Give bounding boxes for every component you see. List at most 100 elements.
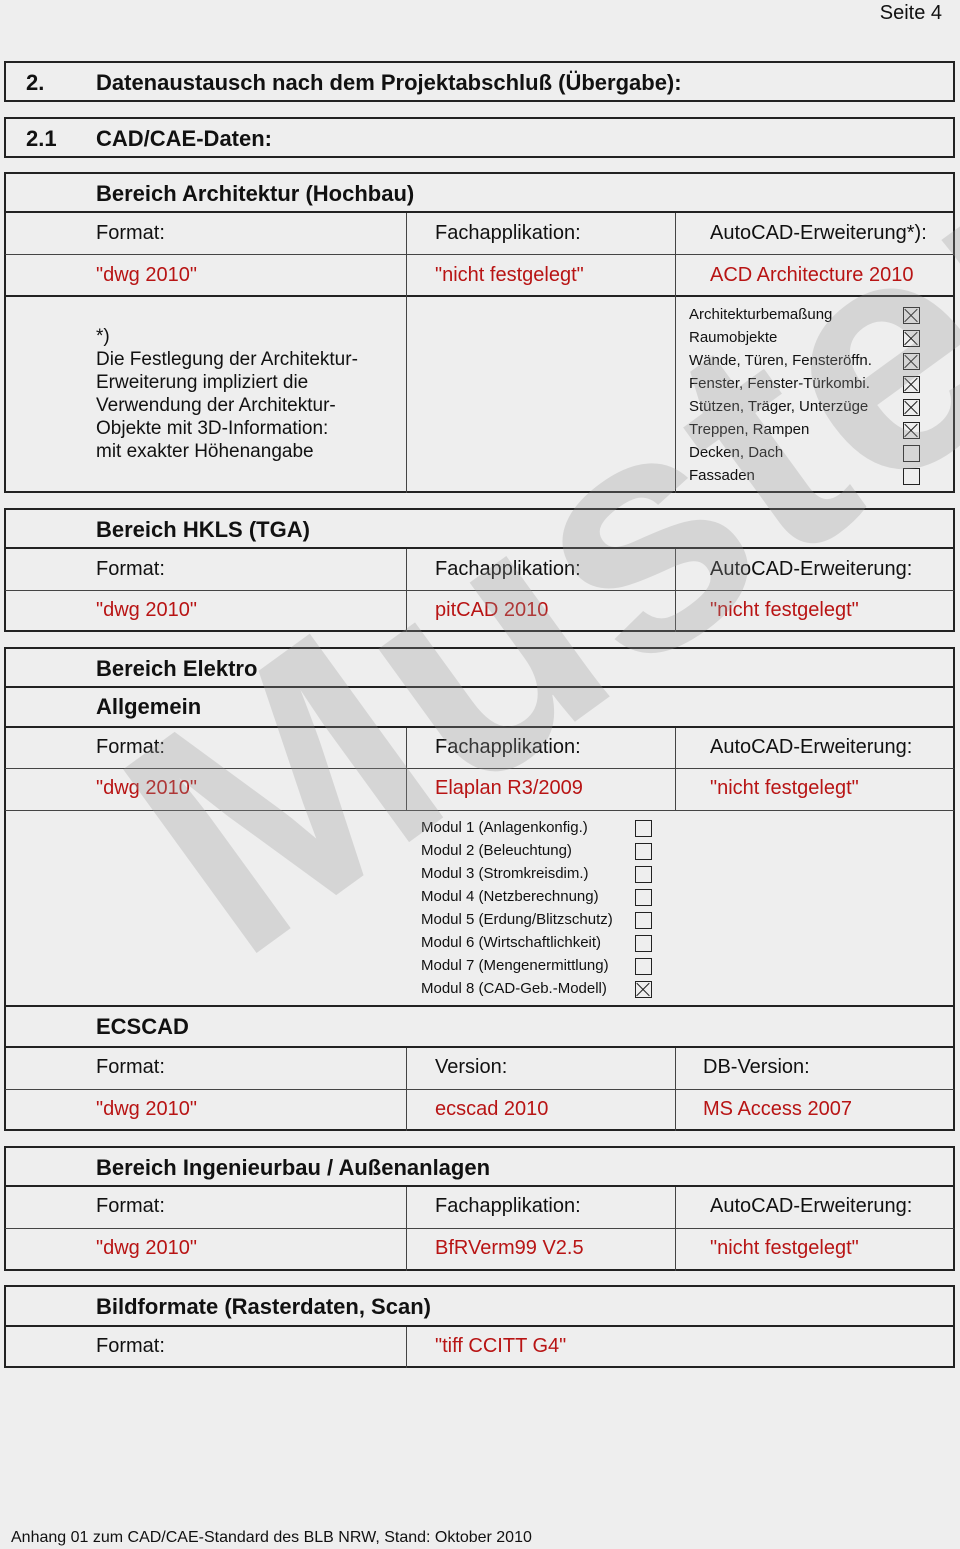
- format-label: Format:: [96, 736, 165, 758]
- elektro-subtitle-row: Allgemein: [4, 688, 955, 728]
- fachapplikation-value: Elaplan R3/2009: [435, 777, 583, 799]
- format-label: Format:: [96, 558, 165, 580]
- format-label: Format:: [96, 222, 165, 244]
- autocad-erweiterung-value: "nicht festgelegt": [710, 1237, 859, 1259]
- option-label: Modul 7 (Mengenermittlung): [421, 957, 609, 974]
- section-number: 2.1: [26, 126, 57, 151]
- architektur-note: *) Die Festlegung der Architektur- Erwei…: [96, 325, 358, 463]
- fachapplikation-label: Fachapplikation:: [435, 736, 581, 758]
- autocad-erweiterung-label: AutoCAD-Erweiterung*):: [710, 222, 927, 244]
- checkbox-checked[interactable]: [903, 422, 920, 439]
- ecscad-title-row: ECSCAD: [4, 1007, 955, 1048]
- note-line: mit exakter Höhenangabe: [96, 441, 314, 462]
- option-label: Modul 3 (Stromkreisdim.): [421, 865, 589, 882]
- checkbox-unchecked[interactable]: [635, 820, 652, 837]
- option-label: Decken, Dach: [689, 444, 784, 461]
- note-line: Verwendung der Architektur-: [96, 395, 336, 416]
- section-title: Bereich Ingenieurbau / Außenanlagen: [96, 1155, 491, 1180]
- checkbox-unchecked[interactable]: [635, 935, 652, 952]
- option-label: Modul 1 (Anlagenkonfig.): [421, 819, 588, 836]
- section-title: Bereich HKLS (TGA): [96, 517, 310, 542]
- option-label: Fassaden: [689, 467, 755, 484]
- checkbox-unchecked[interactable]: [903, 445, 920, 462]
- option-label: Fenster, Fenster-Türkombi.: [689, 375, 870, 392]
- checkbox-checked[interactable]: [903, 399, 920, 416]
- column-divider: [675, 213, 676, 493]
- note-line: Objekte mit 3D-Information:: [96, 418, 329, 439]
- ecscad-value-row: "dwg 2010" ecscad 2010 MS Access 2007: [4, 1090, 955, 1131]
- elektro-title-row: Bereich Elektro: [4, 647, 955, 688]
- checkbox-unchecked[interactable]: [635, 866, 652, 883]
- column-divider: [406, 1048, 407, 1131]
- option-label: Modul 8 (CAD-Geb.-Modell): [421, 980, 607, 997]
- hkls-title-row: Bereich HKLS (TGA): [4, 508, 955, 549]
- option-label: Modul 6 (Wirtschaftlichkeit): [421, 934, 602, 951]
- architektur-detail-row: *) Die Festlegung der Architektur- Erwei…: [4, 297, 955, 493]
- checkbox-checked[interactable]: [903, 353, 920, 370]
- autocad-erweiterung-value: "nicht festgelegt": [710, 599, 859, 621]
- fachapplikation-label: Fachapplikation:: [435, 222, 581, 244]
- checkbox-unchecked[interactable]: [903, 468, 920, 485]
- autocad-erweiterung-label: AutoCAD-Erweiterung:: [710, 558, 913, 580]
- fachapplikation-value: pitCAD 2010: [435, 599, 549, 621]
- format-value: "dwg 2010": [96, 1098, 197, 1120]
- fachapplikation-value: BfRVerm99 V2.5: [435, 1237, 584, 1259]
- option-label: Modul 2 (Beleuchtung): [421, 842, 572, 859]
- note-line: *): [96, 326, 110, 347]
- architektur-title-row: Bereich Architektur (Hochbau): [4, 172, 955, 213]
- hkls-value-row: "dwg 2010" pitCAD 2010 "nicht festgelegt…: [4, 591, 955, 632]
- option-label: Modul 5 (Erdung/Blitzschutz): [421, 911, 613, 928]
- autocad-erweiterung-value: "nicht festgelegt": [710, 777, 859, 799]
- checkbox-unchecked[interactable]: [635, 958, 652, 975]
- section-subtitle: Allgemein: [96, 694, 202, 719]
- checkbox-checked[interactable]: [635, 981, 652, 998]
- option-label: Wände, Türen, Fensteröffn.: [689, 352, 872, 369]
- architektur-header-row: Format: Fachapplikation: AutoCAD-Erweite…: [4, 213, 955, 255]
- version-label: Version:: [435, 1056, 508, 1078]
- option-label: Treppen, Rampen: [689, 421, 810, 438]
- section-title: Bereich Architektur (Hochbau): [96, 181, 415, 206]
- column-divider: [406, 213, 407, 493]
- column-divider: [406, 1327, 407, 1368]
- elektro-header-row: Format: Fachapplikation: AutoCAD-Erweite…: [4, 728, 955, 769]
- footer-text: Anhang 01 zum CAD/CAE-Standard des BLB N…: [11, 1529, 532, 1546]
- option-label: Raumobjekte: [689, 329, 778, 346]
- column-divider: [406, 549, 407, 632]
- column-divider: [675, 728, 676, 811]
- checkbox-unchecked[interactable]: [635, 843, 652, 860]
- section-2-header: 2. Datenaustausch nach dem Projektabschl…: [4, 61, 955, 102]
- checkbox-unchecked[interactable]: [635, 912, 652, 929]
- checkbox-checked[interactable]: [903, 330, 920, 347]
- column-divider: [675, 1048, 676, 1131]
- elektro-value-row: "dwg 2010" Elaplan R3/2009 "nicht festge…: [4, 769, 955, 811]
- note-line: Die Festlegung der Architektur-: [96, 349, 358, 370]
- column-divider: [406, 1187, 407, 1271]
- elektro-modules-row: Modul 1 (Anlagenkonfig.) Modul 2 (Beleuch…: [4, 811, 955, 1007]
- option-label: Stützen, Träger, Unterzüge: [689, 398, 869, 415]
- format-label: Format:: [96, 1335, 165, 1357]
- page-number: Seite 4: [879, 2, 942, 24]
- ingenieurbau-title-row: Bereich Ingenieurbau / Außenanlagen: [4, 1146, 955, 1187]
- section-subtitle: ECSCAD: [96, 1014, 189, 1039]
- option-label: Architekturbemaßung: [689, 306, 833, 323]
- ingenieurbau-header-row: Format: Fachapplikation: AutoCAD-Erweite…: [4, 1187, 955, 1229]
- db-version-label: DB-Version:: [703, 1056, 810, 1078]
- checkbox-checked[interactable]: [903, 307, 920, 324]
- option-label: Modul 4 (Netzberechnung): [421, 888, 599, 905]
- architektur-value-row: "dwg 2010" "nicht festgelegt" ACD Archit…: [4, 255, 955, 297]
- section-title: Bildformate (Rasterdaten, Scan): [96, 1294, 431, 1319]
- fachapplikation-label: Fachapplikation:: [435, 558, 581, 580]
- section-title: Bereich Elektro: [96, 656, 258, 681]
- format-value: "tiff CCITT G4": [435, 1335, 567, 1357]
- format-value: "dwg 2010": [96, 1237, 197, 1259]
- version-value: ecscad 2010: [435, 1098, 549, 1120]
- bildformate-row: Format: "tiff CCITT G4": [4, 1327, 955, 1368]
- ingenieurbau-value-row: "dwg 2010" BfRVerm99 V2.5 "nicht festgel…: [4, 1229, 955, 1271]
- bildformate-title-row: Bildformate (Rasterdaten, Scan): [4, 1285, 955, 1327]
- format-label: Format:: [96, 1056, 165, 1078]
- checkbox-unchecked[interactable]: [635, 889, 652, 906]
- hkls-header-row: Format: Fachapplikation: AutoCAD-Erweite…: [4, 549, 955, 591]
- note-line: Erweiterung impliziert die: [96, 372, 309, 393]
- column-divider: [675, 1187, 676, 1271]
- checkbox-checked[interactable]: [903, 376, 920, 393]
